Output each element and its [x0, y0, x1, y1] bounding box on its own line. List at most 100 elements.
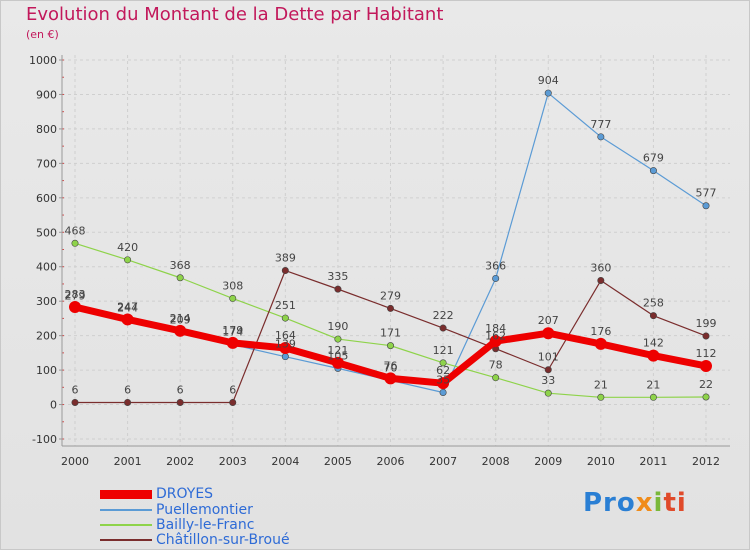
data-label: 777 [590, 118, 611, 131]
data-label: 22 [699, 378, 713, 391]
y-tick-label: 1000 [29, 54, 57, 67]
data-label: 420 [117, 241, 138, 254]
data-point-droyes [437, 377, 450, 390]
unit-label: (en €) [26, 28, 59, 41]
data-point-droyes [542, 327, 555, 340]
data-point-droyes [594, 337, 607, 350]
data-point-bailly-le-franc [492, 374, 500, 382]
legend-swatch-droyes [100, 489, 152, 499]
data-point-droyes [647, 349, 660, 362]
data-label: 368 [170, 259, 191, 272]
y-tick-label: 300 [36, 295, 57, 308]
data-label: 6 [229, 383, 236, 396]
data-point-ch-tillon-sur-brou- [649, 312, 657, 320]
legend-swatch-bailly [100, 524, 152, 526]
legend-label-droyes: DROYES [156, 486, 214, 502]
data-label: 139 [275, 338, 296, 351]
x-tick-label: 2011 [639, 455, 667, 468]
legend-swatch-chatillon [100, 539, 152, 541]
data-point-droyes [700, 359, 712, 372]
data-point-puellemontier [597, 133, 605, 141]
data-label: 76 [384, 359, 398, 372]
data-point-ch-tillon-sur-brou- [702, 332, 710, 340]
data-point-droyes [331, 356, 344, 369]
data-label: 279 [380, 289, 401, 302]
data-label: 577 [696, 187, 717, 200]
data-point-droyes [279, 342, 292, 355]
data-label: 121 [433, 344, 454, 357]
data-point-ch-tillon-sur-brou- [124, 398, 132, 406]
data-point-ch-tillon-sur-brou- [544, 366, 552, 374]
data-point-puellemontier [439, 388, 447, 396]
data-label: 366 [485, 259, 506, 272]
x-tick-label: 2003 [219, 455, 247, 468]
data-label: 184 [485, 322, 506, 335]
data-label: 164 [275, 329, 296, 342]
data-label: 207 [538, 314, 559, 327]
data-label: 283 [65, 288, 86, 301]
data-label: 389 [275, 252, 296, 265]
data-point-puellemontier [649, 167, 657, 175]
data-point-bailly-le-franc [71, 239, 79, 247]
data-label: 6 [177, 383, 184, 396]
x-tick-label: 2010 [587, 455, 615, 468]
data-label: 105 [327, 349, 348, 362]
data-point-ch-tillon-sur-brou- [334, 285, 342, 293]
data-point-bailly-le-franc [334, 335, 342, 343]
data-point-bailly-le-franc [597, 393, 605, 401]
x-tick-label: 2006 [377, 455, 405, 468]
data-label: 121 [327, 344, 348, 357]
data-point-bailly-le-franc [124, 256, 132, 264]
data-label: 21 [646, 378, 660, 391]
data-point-bailly-le-franc [544, 389, 552, 397]
data-label: 199 [696, 317, 717, 330]
data-label: 247 [117, 300, 138, 313]
y-tick-label: 0 [50, 399, 57, 412]
data-point-ch-tillon-sur-brou- [176, 398, 184, 406]
x-tick-label: 2000 [61, 455, 89, 468]
y-tick-label: 800 [36, 123, 57, 136]
data-point-droyes [226, 336, 239, 349]
y-tick-label: 700 [36, 157, 57, 170]
data-label: 468 [65, 224, 86, 237]
data-label: 258 [643, 297, 664, 310]
data-point-ch-tillon-sur-brou- [386, 304, 394, 312]
y-tick-label: 400 [36, 261, 57, 274]
data-label: 222 [433, 309, 454, 322]
data-point-puellemontier [281, 353, 289, 361]
data-point-droyes [489, 335, 502, 348]
data-label: 190 [327, 320, 348, 333]
data-point-ch-tillon-sur-brou- [281, 267, 289, 275]
data-label: 335 [327, 270, 348, 283]
legend-label-bailly: Bailly-le-Franc [156, 517, 255, 533]
legend-item-bailly[interactable]: Bailly-le-Franc [100, 518, 254, 532]
legend-label-puellemontier: Puellemontier [156, 502, 253, 518]
data-label: 679 [643, 152, 664, 165]
data-point-puellemontier [544, 89, 552, 97]
data-point-droyes [174, 324, 187, 337]
y-tick-label: 600 [36, 192, 57, 205]
data-label: 174 [222, 326, 243, 339]
data-point-droyes [69, 301, 81, 314]
data-point-bailly-le-franc [702, 393, 710, 401]
data-label: 21 [594, 378, 608, 391]
chart-title: Evolution du Montant de la Dette par Hab… [26, 4, 444, 25]
data-label: 142 [643, 337, 664, 350]
data-label: 112 [696, 347, 717, 360]
axes: -100 0 100 200 300 400 500 600 700 800 900 1000 2000… [29, 54, 730, 468]
data-label: 33 [541, 374, 555, 387]
data-point-ch-tillon-sur-brou- [597, 277, 605, 285]
data-label: 6 [72, 383, 79, 396]
legend-item-chatillon[interactable]: Châtillon-sur-Broué [100, 533, 290, 547]
data-point-bailly-le-franc [649, 393, 657, 401]
legend-item-droyes[interactable]: DROYES [100, 487, 213, 501]
data-label: 244 [117, 301, 138, 314]
data-label: 360 [590, 262, 611, 275]
legend-label-chatillon: Châtillon-sur-Broué [156, 532, 290, 548]
data-label: 101 [538, 351, 559, 364]
data-label: 70 [384, 361, 398, 374]
data-point-ch-tillon-sur-brou- [439, 324, 447, 332]
data-labels: 283 247 214 179 164 121 76 62 184 207 176 142 112 279… [65, 74, 717, 396]
legend-item-puellemontier[interactable]: Puellemontier [100, 503, 253, 517]
